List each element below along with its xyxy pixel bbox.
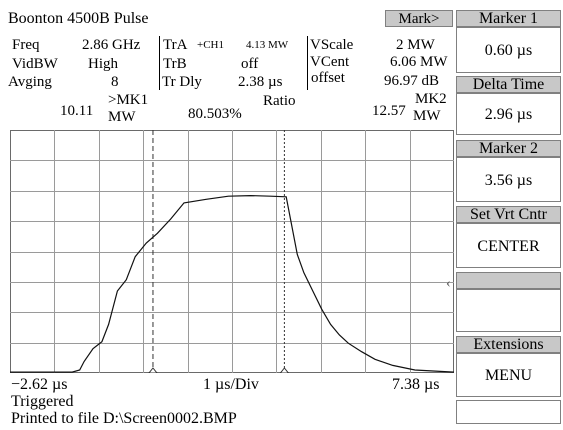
mk1-label: >MK1 — [108, 92, 149, 108]
avging-value: 8 — [111, 74, 119, 90]
softkey-extensions[interactable]: Extensions — [456, 336, 561, 353]
vidbw-label: VidBW — [12, 56, 58, 72]
freq-value: 2.86 GHz — [82, 37, 141, 53]
trb-value: off — [241, 56, 259, 72]
trb-label: TrB — [163, 56, 187, 72]
avging-label: Avging — [8, 74, 52, 90]
vscale-value: 2 MW — [396, 37, 435, 53]
softkey-delta-time[interactable]: Delta Time — [456, 76, 561, 93]
tra-value: 4.13 MW — [246, 39, 289, 51]
softkey-delta-time-value[interactable]: 2.96 µs — [456, 93, 561, 135]
mk2-label: MK2 — [415, 91, 447, 107]
vscale-label: VScale — [310, 37, 354, 53]
vcent-value: 6.06 MW — [390, 54, 448, 70]
waveform-plot — [10, 130, 454, 373]
axis-end-label: 7.38 µs — [392, 376, 440, 393]
mk2-unit: MW — [413, 108, 441, 124]
softkey-set-vert-center-value[interactable]: CENTER — [456, 223, 561, 268]
softkey-blank-2[interactable] — [456, 400, 561, 424]
print-status: Printed to file D:\Screen0002.BMP — [11, 410, 237, 427]
mark-button[interactable]: Mark> — [385, 10, 453, 27]
mk1-value: 10.11 — [60, 103, 94, 119]
axis-start-label: −2.62 µs — [11, 376, 68, 393]
window-title: Boonton 4500B Pulse — [8, 10, 149, 27]
offset-label: offset — [311, 70, 345, 86]
marker-2-flag-icon — [279, 367, 290, 373]
tra-channel: +CH1 — [197, 39, 224, 51]
vcent-label: VCent — [310, 54, 350, 70]
ratio-label: Ratio — [263, 93, 296, 109]
ratio-value: 80.503% — [188, 106, 242, 122]
softkey-marker-2[interactable]: Marker 2 — [456, 140, 561, 157]
softkey-marker-1-value[interactable]: 0.60 µs — [456, 27, 561, 73]
marker-1-flag-icon — [148, 367, 158, 373]
mk1-unit: MW — [108, 109, 136, 125]
freq-label: Freq — [12, 37, 40, 53]
softkey-marker-2-value[interactable]: 3.56 µs — [456, 157, 561, 202]
trigger-status: Triggered — [11, 393, 74, 410]
trdly-label: Tr Dly — [162, 74, 202, 90]
readout-divider-1 — [159, 36, 160, 90]
tra-label: TrA — [163, 37, 188, 53]
mk2-value: 12.57 — [372, 103, 406, 119]
reference-arrow-icon: ‹ — [446, 276, 451, 291]
offset-value: 96.97 dB — [384, 73, 440, 89]
trdly-value: 2.38 µs — [238, 74, 283, 90]
axis-div-label: 1 µs/Div — [203, 376, 259, 393]
readout-divider-2 — [307, 36, 308, 90]
softkey-blank-1-value[interactable] — [456, 289, 561, 332]
softkey-extensions-value[interactable]: MENU — [456, 353, 561, 397]
softkey-set-vert-center[interactable]: Set Vrt Cntr — [456, 206, 561, 223]
vidbw-value: High — [88, 56, 118, 72]
softkey-marker-1[interactable]: Marker 1 — [456, 10, 561, 27]
softkey-blank-1[interactable] — [456, 272, 561, 289]
waveform-trace — [10, 194, 454, 373]
